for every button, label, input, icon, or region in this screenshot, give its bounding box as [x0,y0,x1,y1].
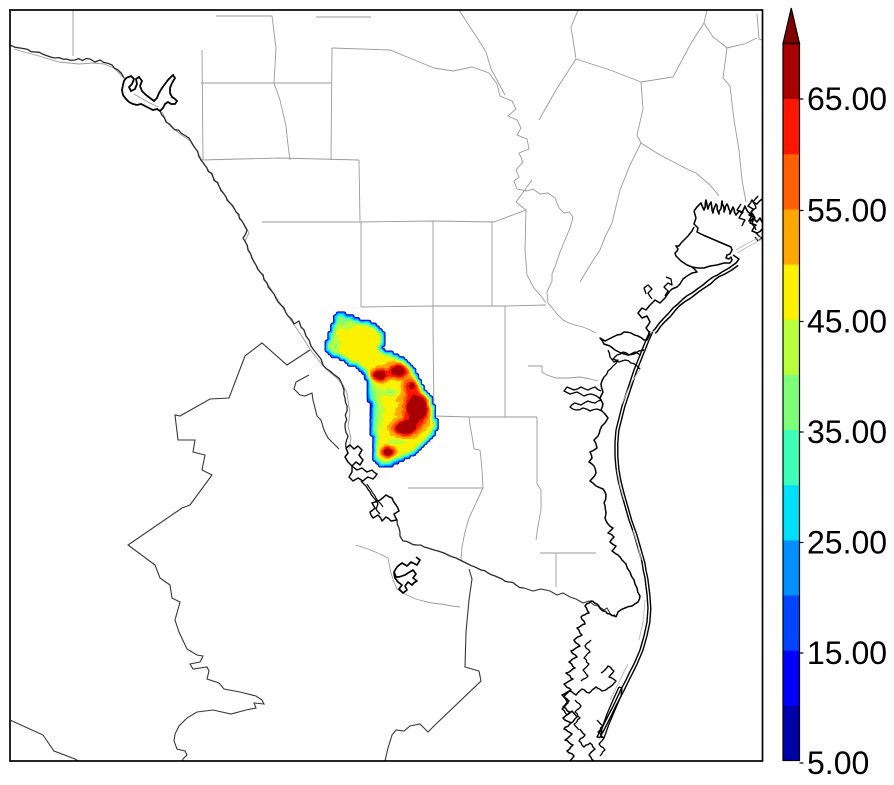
svg-text:45.00: 45.00 [807,304,887,340]
svg-text:35.00: 35.00 [807,414,887,450]
svg-text:55.00: 55.00 [807,193,887,229]
svg-text:5.00: 5.00 [807,745,869,781]
svg-text:15.00: 15.00 [807,635,887,671]
svg-text:25.00: 25.00 [807,525,887,561]
svg-text:65.00: 65.00 [807,81,887,117]
